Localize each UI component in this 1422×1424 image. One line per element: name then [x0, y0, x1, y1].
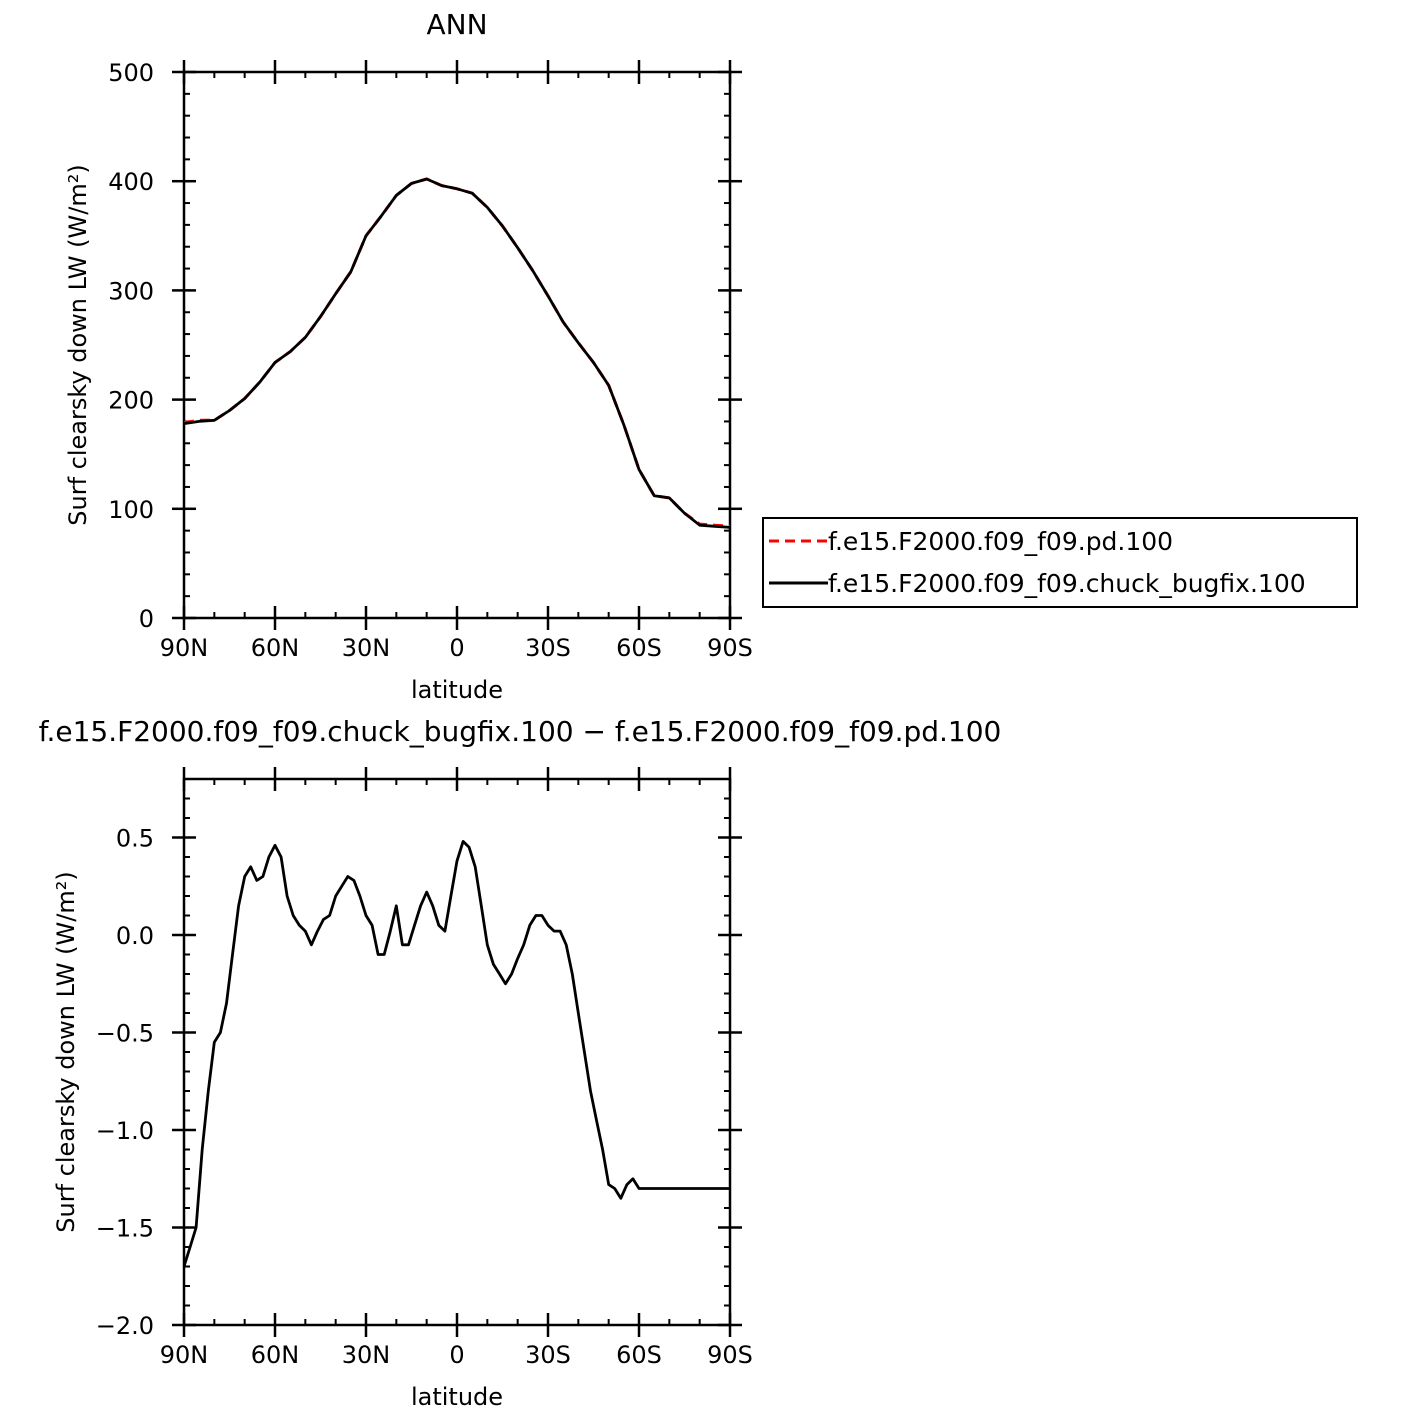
y-tick-label: −2.0 [96, 1312, 154, 1340]
y-axis-label: Surf clearsky down LW (W/m²) [64, 164, 92, 525]
x-tick-label: 90S [707, 634, 753, 662]
x-tick-label: 90N [160, 1341, 209, 1369]
y-tick-label: −0.5 [96, 1020, 154, 1048]
y-tick-label: −1.5 [96, 1215, 154, 1243]
series-line [183, 177, 731, 529]
x-tick-label: 60S [616, 1341, 662, 1369]
x-tick-label: 30N [342, 1341, 391, 1369]
x-tick-label: 30S [525, 1341, 571, 1369]
y-tick-label: 500 [108, 59, 154, 87]
y-axis-label: Surf clearsky down LW (W/m²) [52, 871, 80, 1232]
y-tick-label: 0.5 [116, 825, 154, 853]
legend-entry: f.e15.F2000.f09_f09.chuck_bugfix.100 [828, 569, 1306, 598]
chart-title: ANN [426, 8, 487, 41]
bottom-chart: 90N 60N 30N 0 30S 60S 90S 0.5 0.0 −0.5 −1.0 −1.5 −2.… [39, 715, 1002, 1411]
x-tick-label: 60N [251, 634, 300, 662]
top-chart: 90N 60N 30N 0 30S 60S 90S 0 100 200 300 400 500 ANN la… [64, 8, 753, 704]
x-tick-label: 90S [707, 1341, 753, 1369]
y-tick-label: 200 [108, 387, 154, 415]
x-tick-label: 90N [160, 634, 209, 662]
x-tick-label: 30N [342, 634, 391, 662]
x-tick-label: 30S [525, 634, 571, 662]
plot-frame [182, 70, 732, 620]
x-tick-label: 0 [449, 1341, 464, 1369]
x-tick-label: 0 [449, 634, 464, 662]
x-axis-label: latitude [411, 1383, 503, 1411]
y-tick-label: 400 [108, 168, 154, 196]
x-tick-label: 60S [616, 634, 662, 662]
legend-entry: f.e15.F2000.f09_f09.pd.100 [828, 527, 1173, 556]
y-tick-label: 0 [139, 605, 154, 633]
y-tick-label: 100 [108, 496, 154, 524]
y-tick-label: 300 [108, 277, 154, 305]
series-line [182, 840, 730, 1267]
chart-title: f.e15.F2000.f09_f09.chuck_bugfix.100 − f… [39, 715, 1002, 748]
legend: f.e15.F2000.f09_f09.pd.100 f.e15.F2000.f0… [762, 517, 1358, 608]
y-tick-label: 0.0 [116, 922, 154, 950]
y-tick-label: −1.0 [96, 1117, 154, 1145]
x-axis-label: latitude [411, 676, 503, 704]
x-tick-label: 60N [251, 1341, 300, 1369]
series-line [183, 177, 731, 528]
legend-box [762, 517, 1358, 608]
